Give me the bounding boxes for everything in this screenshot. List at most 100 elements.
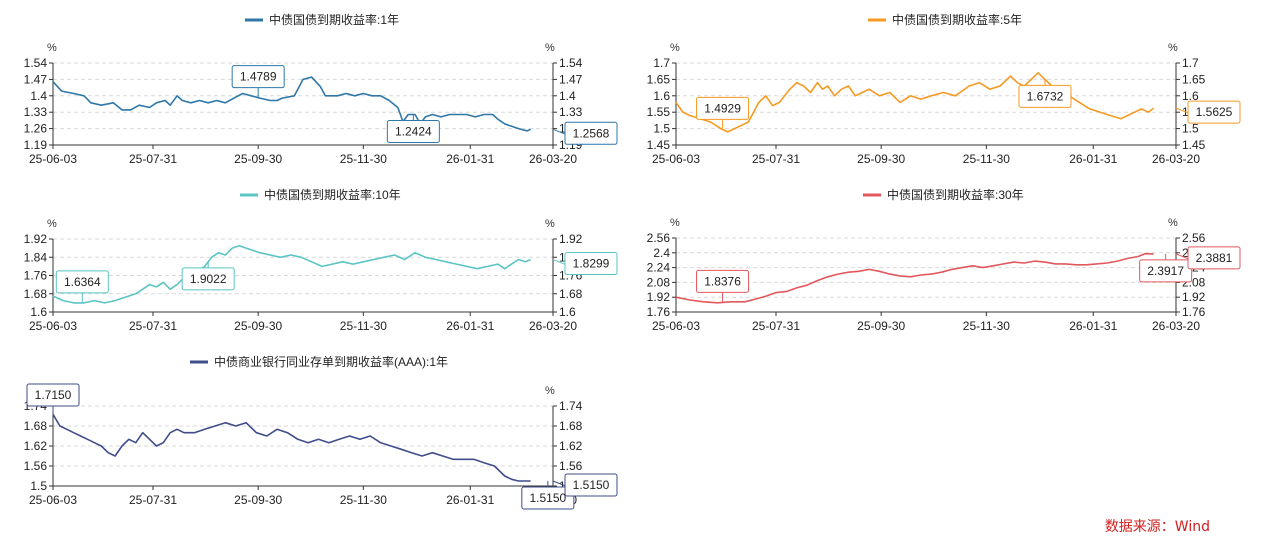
x-tick-label: 25-09-30 — [234, 152, 282, 166]
x-tick-label: 25-11-30 — [963, 319, 1010, 333]
series-line — [675, 252, 1154, 304]
series-line — [52, 413, 531, 482]
annotation-label: 1.8299 — [573, 257, 610, 271]
legend-label: 中债国债到期收益率:5年 — [892, 12, 1022, 27]
y-tick-label-right: 1.7 — [1182, 56, 1199, 70]
y-tick-label-left: 1.26 — [24, 122, 48, 136]
y-unit-left: % — [47, 218, 57, 230]
y-tick-label-left: 1.5 — [653, 122, 670, 136]
y-tick-label-right: 1.92 — [1182, 290, 1206, 304]
chart-panel: 中债商业银行同业存单到期收益率(AAA):1年%%1.741.741.681.6… — [24, 354, 618, 510]
y-tick-label-left: 1.55 — [647, 105, 671, 119]
x-tick-label: 26-03-20 — [1152, 319, 1200, 333]
x-tick-label: 25-09-30 — [857, 319, 905, 333]
x-tick-label: 25-09-30 — [234, 319, 282, 333]
chart-panel: 中债国债到期收益率:1年% % 1.54 1.54 1.47 1.47 1.4 1.4 1.33… — [24, 12, 618, 166]
annotation-box — [1018, 84, 1072, 108]
y-tick-label-left: 2.4 — [653, 246, 670, 260]
x-tick-label: 25-07-31 — [129, 152, 177, 166]
y-tick-label-left: 1.92 — [647, 290, 671, 304]
annotation-box — [386, 120, 440, 144]
y-unit-right: % — [545, 218, 555, 230]
annotation-label: 1.5150 — [529, 491, 566, 505]
y-tick-label-left: 2.56 — [647, 231, 671, 245]
x-tick-label: 26-03-20 — [529, 319, 577, 333]
y-tick-label-left: 1.68 — [24, 287, 48, 301]
annotation-box — [564, 252, 618, 276]
annotation-label: 1.5625 — [1196, 105, 1233, 119]
x-tick-label: 25-11-30 — [963, 152, 1010, 166]
x-tick-label: 26-01-31 — [446, 152, 494, 166]
annotation-label: 1.8376 — [704, 274, 741, 288]
y-tick-label-left: 1.76 — [647, 305, 671, 319]
x-tick-label: 26-01-31 — [1069, 319, 1117, 333]
y-unit-left: % — [670, 42, 680, 54]
annotation-box — [1187, 246, 1241, 270]
x-tick-label: 25-07-31 — [752, 152, 800, 166]
y-tick-label-right: 1.74 — [559, 399, 583, 413]
y-tick-label-left: 1.6 — [653, 89, 670, 103]
x-tick-label: 25-06-03 — [29, 493, 77, 507]
y-tick-label-left: 1.62 — [24, 439, 48, 453]
y-tick-label-left: 2.24 — [647, 261, 671, 275]
y-unit-right: % — [1168, 42, 1178, 54]
annotation-box — [26, 383, 80, 407]
annotation-label: 1.7150 — [35, 388, 72, 402]
annotation-box — [1139, 259, 1193, 283]
annotation-label: 2.3917 — [1147, 264, 1184, 278]
x-tick-label: 25-06-03 — [652, 319, 700, 333]
y-tick-label-left: 1.33 — [24, 105, 48, 119]
annotation-box — [564, 473, 618, 497]
annotation-box — [231, 65, 285, 89]
annotation-label: 1.2568 — [573, 126, 610, 140]
x-tick-label: 26-01-31 — [1069, 152, 1117, 166]
annotation-box — [1187, 100, 1241, 124]
x-tick-label: 25-06-03 — [29, 319, 77, 333]
y-unit-right: % — [1168, 217, 1178, 229]
x-tick-label: 25-07-31 — [752, 319, 800, 333]
y-tick-label-left: 1.68 — [24, 419, 48, 433]
x-tick-label: 25-11-30 — [340, 319, 387, 333]
y-tick-label-right: 1.47 — [559, 72, 583, 86]
x-tick-label: 25-07-31 — [129, 493, 177, 507]
annotation-label: 1.6364 — [64, 275, 101, 289]
series-line — [52, 245, 531, 304]
legend-label: 中债商业银行同业存单到期收益率(AAA):1年 — [214, 354, 448, 369]
annotation-label: 1.2424 — [395, 125, 432, 139]
annotation-box — [564, 121, 618, 145]
y-tick-label-right: 1.5 — [1182, 122, 1199, 136]
y-tick-label-left: 1.4 — [30, 89, 47, 103]
y-unit-left: % — [47, 42, 57, 54]
y-tick-label-left: 1.92 — [24, 232, 48, 246]
annotation-box — [521, 486, 575, 510]
y-tick-label-right: 1.76 — [1182, 305, 1206, 319]
x-tick-label: 25-09-30 — [234, 493, 282, 507]
x-tick-label: 25-07-31 — [129, 319, 177, 333]
annotation-label: 1.6732 — [1027, 89, 1064, 103]
legend-label: 中债国债到期收益率:1年 — [269, 12, 399, 27]
x-tick-label: 26-03-20 — [529, 152, 577, 166]
annotation-box — [696, 96, 750, 120]
annotation-label: 1.9022 — [190, 272, 227, 286]
chart-panel: 中债国债到期收益率:30年%%2.562.562.42.42.242.242.0… — [647, 187, 1241, 333]
y-tick-label-right: 2.56 — [1182, 231, 1206, 245]
y-tick-label-right: 1.65 — [1182, 72, 1206, 86]
y-tick-label-right: 1.68 — [559, 287, 583, 301]
annotation-label: 2.3881 — [1196, 251, 1233, 265]
annotation-label: 1.4929 — [704, 101, 741, 115]
x-tick-label: 25-06-03 — [29, 152, 77, 166]
x-tick-label: 25-11-30 — [340, 493, 387, 507]
y-unit-left: % — [670, 217, 680, 229]
x-tick-label: 25-09-30 — [857, 152, 905, 166]
y-tick-label-right: 1.56 — [559, 459, 583, 473]
y-tick-label-right: 1.4 — [559, 89, 576, 103]
x-tick-label: 25-11-30 — [340, 152, 387, 166]
y-tick-label-right: 1.33 — [559, 105, 583, 119]
x-tick-label: 25-06-03 — [652, 152, 700, 166]
y-tick-label-right: 1.92 — [559, 232, 583, 246]
y-tick-label-left: 1.6 — [30, 305, 47, 319]
y-tick-label-right: 1.6 — [559, 305, 576, 319]
y-tick-label-right: 1.62 — [559, 439, 583, 453]
annotation-label: 1.5150 — [573, 478, 610, 492]
